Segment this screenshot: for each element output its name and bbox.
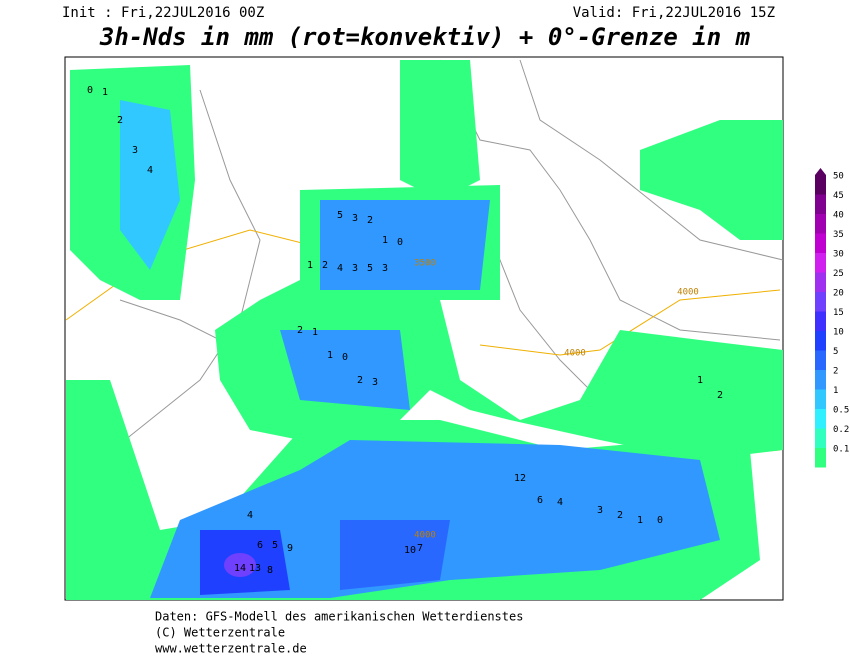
footer-url: www.wetterzentrale.de	[155, 642, 307, 656]
precip-label: 2	[297, 325, 303, 336]
contour-label: 4000	[677, 288, 699, 298]
colorbar: 50 45 40 35 30 25 20 15 10 5 2 1 0.5 0.2 0.1	[815, 168, 849, 468]
colorbar-swatch	[815, 389, 826, 409]
precip-label: 6	[257, 540, 263, 551]
colorbar-swatch	[815, 409, 826, 429]
precip-label: 2	[117, 115, 123, 126]
footer-copyright: (C) Wetterzentrale	[155, 626, 285, 640]
colorbar-swatch	[815, 233, 826, 253]
precip-label: 5	[337, 210, 343, 221]
map-title: 3h-Nds in mm (rot=konvektiv) + 0°-Grenze…	[99, 23, 751, 51]
precip-label: 2	[357, 375, 363, 386]
precip-label: 3	[372, 377, 378, 388]
precip-label: 1	[637, 515, 643, 526]
precip-label: 4	[247, 510, 253, 521]
colorbar-label: 45	[833, 191, 844, 201]
colorbar-swatch	[815, 194, 826, 214]
init-time: Init : Fri,22JUL2016 00Z	[62, 5, 264, 21]
colorbar-label: 10	[833, 328, 844, 338]
colorbar-cap	[815, 168, 826, 175]
contour-label: 3500	[414, 259, 436, 269]
precip-label: 3	[382, 263, 388, 274]
colorbar-label: 40	[833, 211, 844, 221]
precip-label: 14	[234, 563, 246, 574]
colorbar-label: 15	[833, 308, 844, 318]
precip-label: 2	[322, 260, 328, 271]
colorbar-swatch	[815, 331, 826, 351]
precip-label: 3	[132, 145, 138, 156]
precip-label: 0	[87, 85, 93, 96]
colorbar-swatch	[815, 175, 826, 195]
precip-label: 3	[352, 213, 358, 224]
contour-label: 4000	[564, 349, 586, 359]
precip-label: 1	[697, 375, 703, 386]
precip-label: 13	[249, 563, 261, 574]
colorbar-swatch	[815, 292, 826, 312]
colorbar-swatch	[815, 350, 826, 370]
precip-label: 2	[717, 390, 723, 401]
colorbar-swatch	[815, 311, 826, 331]
precip-label: 3	[352, 263, 358, 274]
precip-label: 5	[367, 263, 373, 274]
colorbar-label: 25	[833, 269, 844, 279]
precipitation-areas	[66, 60, 783, 600]
colorbar-label: 50	[833, 172, 844, 182]
precip-label: 4	[337, 263, 343, 274]
colorbar-swatch	[815, 428, 826, 448]
precip-label: 1	[327, 350, 333, 361]
precip-label: 6	[537, 495, 543, 506]
precip-label: 1	[102, 87, 108, 98]
colorbar-label: 0.2	[833, 425, 849, 435]
contour-label: 4000	[414, 531, 436, 541]
precip-label: 10	[404, 545, 416, 556]
colorbar-label: 30	[833, 250, 844, 260]
precip-label: 2	[367, 215, 373, 226]
precip-label: 1	[312, 327, 318, 338]
colorbar-label: 2	[833, 367, 838, 377]
precip-label: 2	[617, 510, 623, 521]
precip-label: 9	[287, 543, 293, 554]
precip-label: 0	[397, 237, 403, 248]
valid-time: Valid: Fri,22JUL2016 15Z	[573, 5, 775, 21]
colorbar-label: 20	[833, 289, 844, 299]
colorbar-label: 5	[833, 347, 838, 357]
colorbar-label: 0.1	[833, 445, 849, 455]
precip-label: 1	[382, 235, 388, 246]
colorbar-swatch	[815, 448, 826, 468]
precip-label: 8	[267, 565, 273, 576]
precip-label: 0	[657, 515, 663, 526]
precip-label: 5	[272, 540, 278, 551]
colorbar-label: 1	[833, 386, 838, 396]
precip-label: 7	[417, 543, 423, 554]
precip-label: 3	[597, 505, 603, 516]
precip-label: 4	[557, 497, 563, 508]
colorbar-swatch	[815, 272, 826, 292]
precip-label: 12	[514, 473, 526, 484]
colorbar-swatch	[815, 214, 826, 234]
colorbar-label: 0.5	[833, 406, 849, 416]
precip-label: 4	[147, 165, 153, 176]
precip-label: 1	[307, 260, 313, 271]
colorbar-label: 35	[833, 230, 844, 240]
precip-label: 0	[342, 352, 348, 363]
colorbar-swatch	[815, 370, 826, 390]
footer-source: Daten: GFS-Modell des amerikanischen Wet…	[155, 610, 523, 624]
colorbar-swatch	[815, 253, 826, 273]
